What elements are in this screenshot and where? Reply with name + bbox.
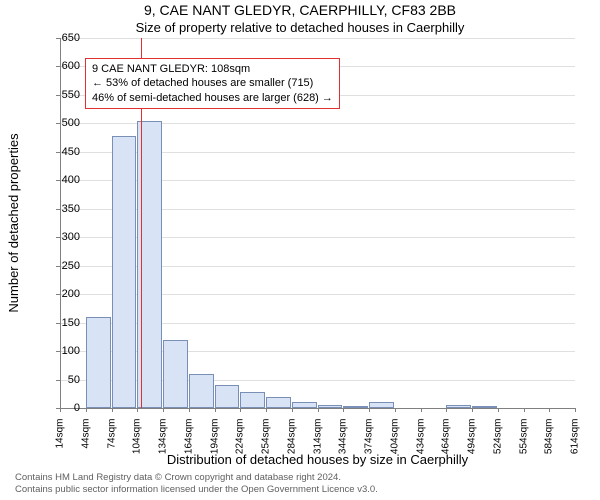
x-tick-label: 74sqm (106, 419, 117, 464)
x-tick-label: 164sqm (183, 419, 194, 464)
annotation-line: 9 CAE NANT GLEDYR: 108sqm (92, 62, 333, 76)
x-tick-mark (395, 408, 396, 412)
x-tick-mark (421, 408, 422, 412)
y-tick-label: 550 (50, 89, 80, 101)
y-tick-label: 400 (50, 174, 80, 186)
annotation-line: 46% of semi-detached houses are larger (… (92, 91, 333, 105)
x-tick-mark (86, 408, 87, 412)
x-tick-label: 284sqm (286, 419, 297, 464)
x-tick-label: 374sqm (364, 419, 375, 464)
annotation-box: 9 CAE NANT GLEDYR: 108sqm ← 53% of detac… (85, 58, 340, 109)
y-tick-label: 650 (50, 32, 80, 44)
x-tick-mark (215, 408, 216, 412)
y-tick-label: 600 (50, 60, 80, 72)
footer-line: Contains HM Land Registry data © Crown c… (15, 472, 378, 484)
y-tick-label: 200 (50, 288, 80, 300)
x-tick-label: 494sqm (467, 419, 478, 464)
y-tick-label: 250 (50, 260, 80, 272)
y-tick-label: 0 (50, 402, 80, 414)
histogram-bar (163, 340, 188, 408)
y-tick-label: 450 (50, 146, 80, 158)
x-tick-label: 404sqm (389, 419, 400, 464)
x-tick-mark (292, 408, 293, 412)
x-tick-label: 584sqm (544, 419, 555, 464)
x-tick-label: 434sqm (415, 419, 426, 464)
x-tick-mark (498, 408, 499, 412)
y-tick-label: 350 (50, 203, 80, 215)
y-tick-label: 150 (50, 317, 80, 329)
x-tick-mark (524, 408, 525, 412)
x-tick-mark (472, 408, 473, 412)
y-tick-label: 500 (50, 117, 80, 129)
x-tick-mark (343, 408, 344, 412)
histogram-bar (112, 136, 137, 408)
x-tick-label: 44sqm (80, 419, 91, 464)
x-tick-label: 254sqm (261, 419, 272, 464)
x-tick-label: 194sqm (209, 419, 220, 464)
x-tick-mark (60, 408, 61, 412)
x-tick-mark (549, 408, 550, 412)
annotation-line: ← 53% of detached houses are smaller (71… (92, 76, 333, 90)
x-tick-label: 614sqm (570, 419, 581, 464)
histogram-bar (215, 385, 240, 408)
x-tick-mark (369, 408, 370, 412)
x-tick-label: 344sqm (338, 419, 349, 464)
chart-title-sub: Size of property relative to detached ho… (0, 20, 600, 35)
x-tick-label: 224sqm (235, 419, 246, 464)
x-tick-label: 524sqm (492, 419, 503, 464)
x-tick-mark (446, 408, 447, 412)
histogram-bar (189, 374, 214, 408)
x-tick-mark (137, 408, 138, 412)
x-tick-mark (318, 408, 319, 412)
x-tick-mark (112, 408, 113, 412)
x-tick-label: 134sqm (158, 419, 169, 464)
x-tick-label: 554sqm (518, 419, 529, 464)
x-tick-label: 14sqm (55, 419, 66, 464)
y-axis-label: Number of detached properties (6, 38, 20, 408)
histogram-bar (266, 397, 291, 408)
x-tick-mark (163, 408, 164, 412)
x-tick-mark (575, 408, 576, 412)
x-tick-mark (189, 408, 190, 412)
y-tick-label: 50 (50, 374, 80, 386)
chart-title-main: 9, CAE NANT GLEDYR, CAERPHILLY, CF83 2BB (0, 2, 600, 18)
footer-line: Contains public sector information licen… (15, 484, 378, 496)
y-tick-label: 100 (50, 345, 80, 357)
x-tick-label: 464sqm (441, 419, 452, 464)
footer-attribution: Contains HM Land Registry data © Crown c… (15, 472, 378, 496)
x-tick-label: 104sqm (132, 419, 143, 464)
x-tick-mark (240, 408, 241, 412)
y-tick-label: 300 (50, 231, 80, 243)
histogram-bar (240, 392, 265, 408)
histogram-bar (86, 317, 111, 408)
x-tick-mark (266, 408, 267, 412)
x-tick-label: 314sqm (312, 419, 323, 464)
